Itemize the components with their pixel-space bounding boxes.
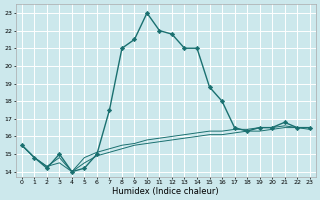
X-axis label: Humidex (Indice chaleur): Humidex (Indice chaleur) (112, 187, 219, 196)
